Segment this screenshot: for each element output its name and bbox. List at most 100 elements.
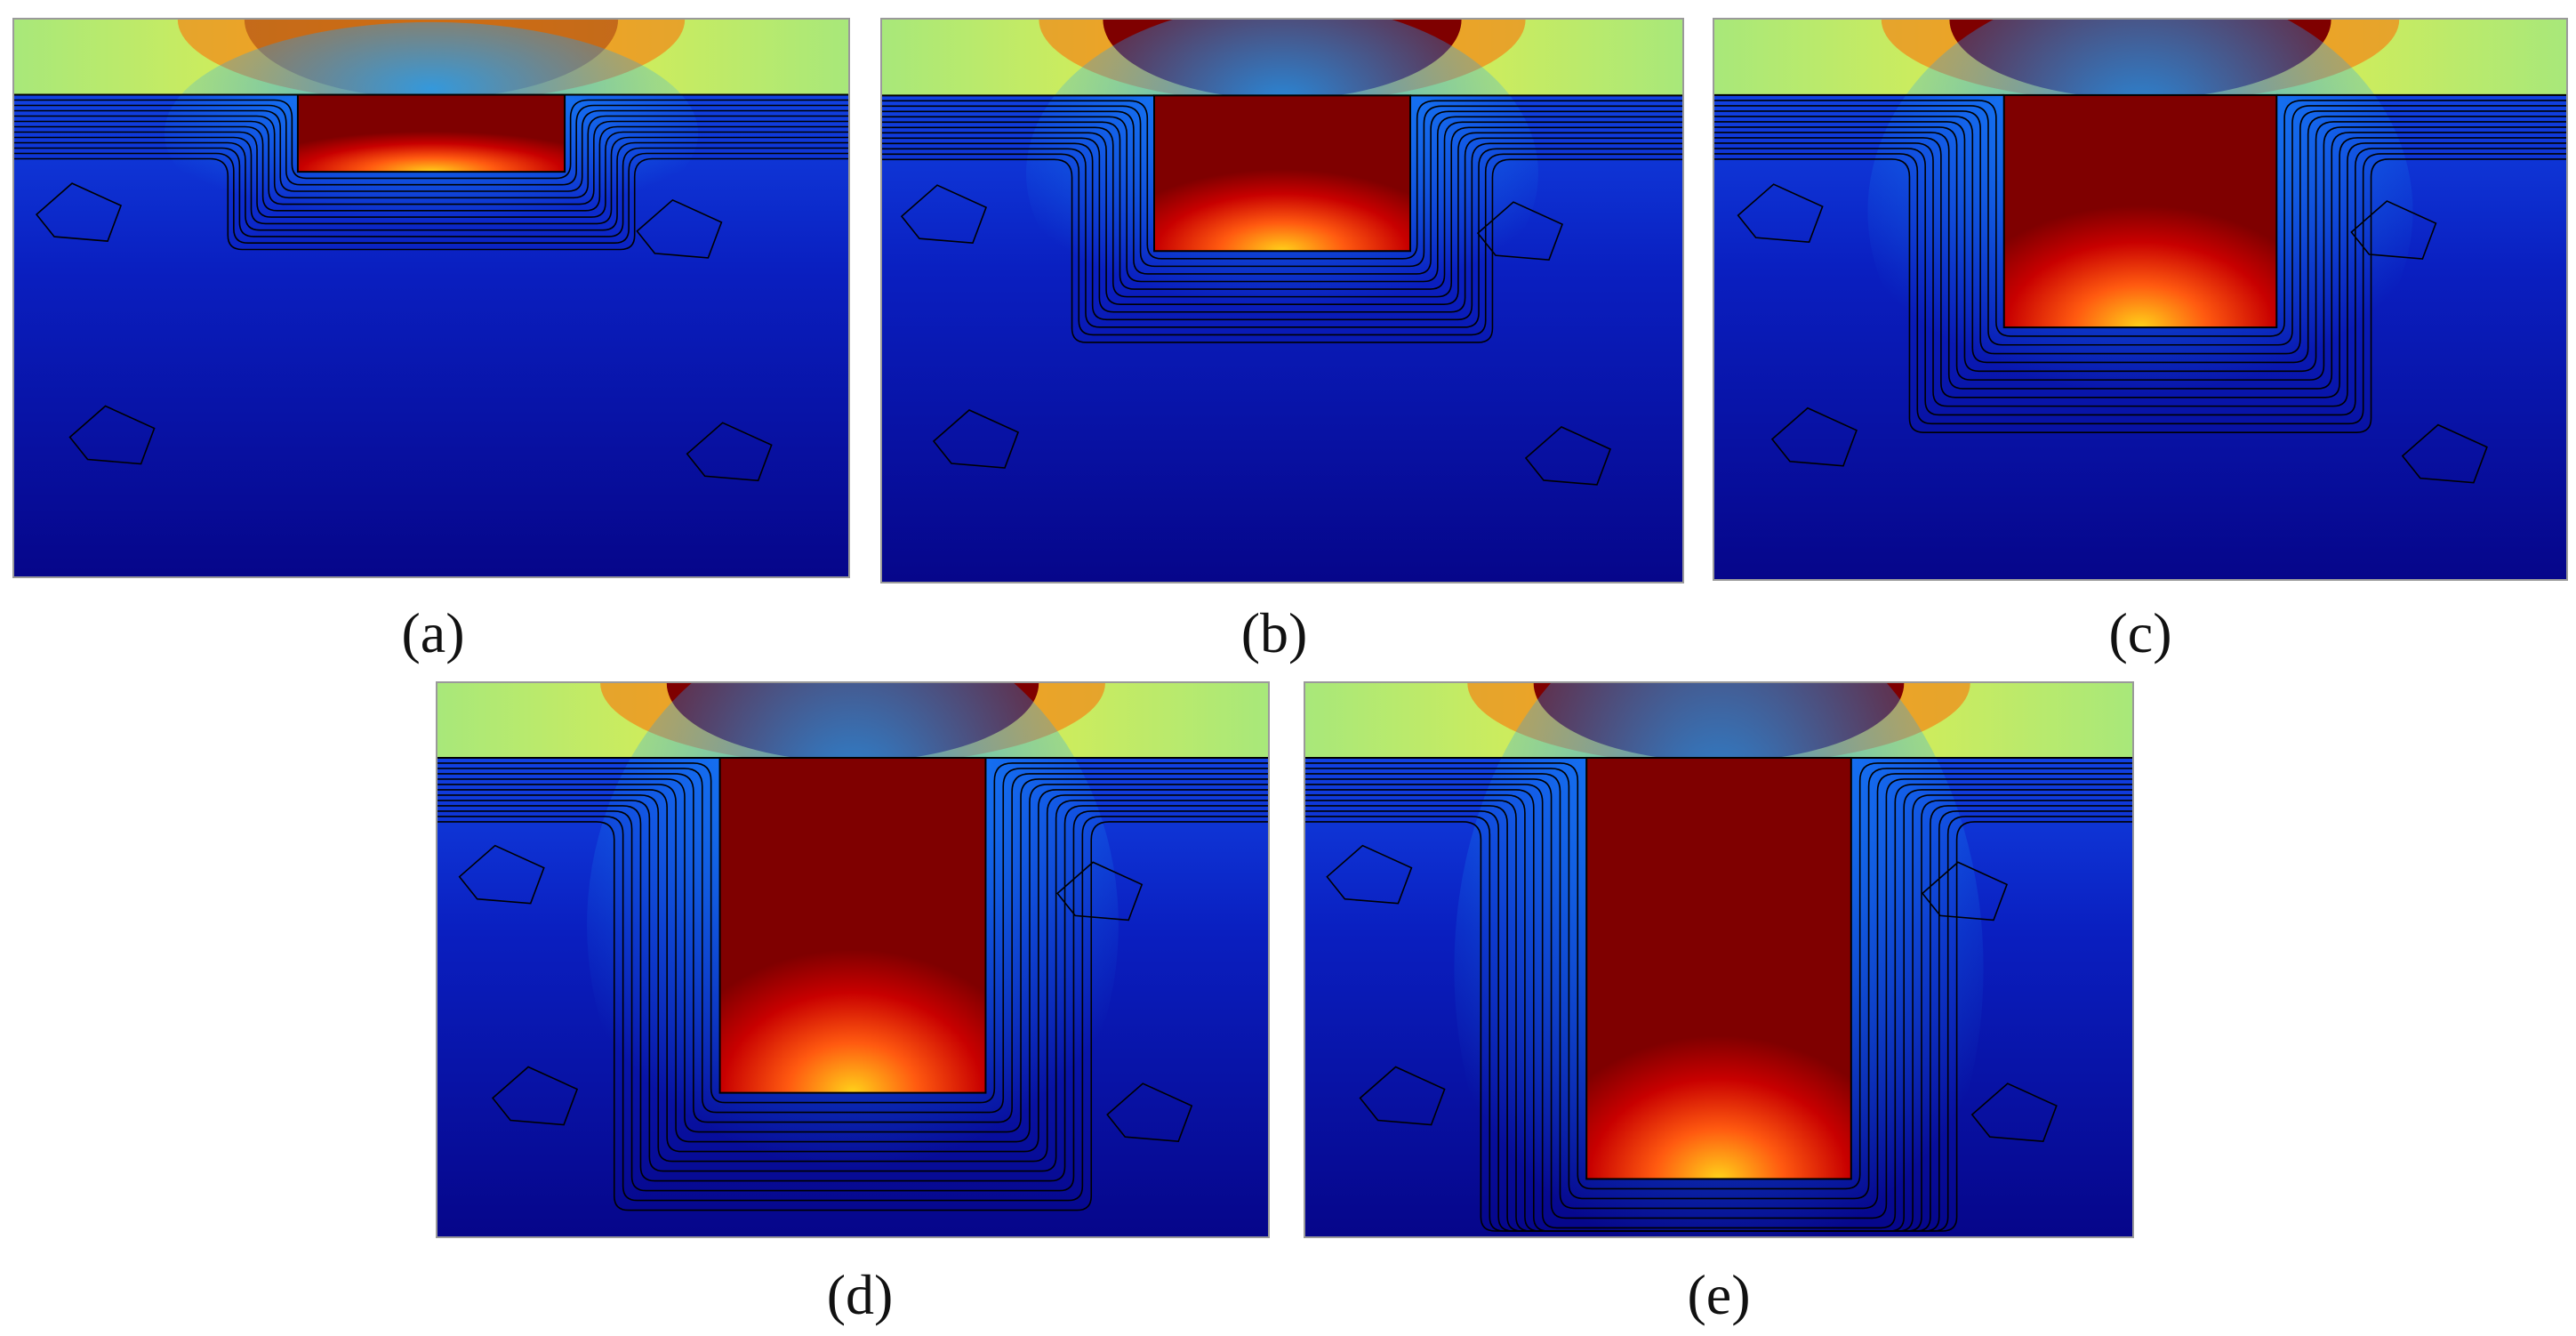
contour-loop — [1524, 426, 1612, 486]
contour-line — [882, 105, 1682, 268]
contour-line — [437, 800, 1268, 1172]
contour-loop — [1921, 861, 2009, 922]
contour-line — [882, 116, 1682, 283]
contour-line — [1714, 100, 2566, 337]
contour-line — [1714, 142, 2566, 407]
contour-line — [882, 153, 1682, 336]
contour-line — [14, 104, 848, 186]
contour-line — [1305, 762, 2132, 1190]
groove-hotspot — [719, 888, 986, 1093]
caption-d: (d) — [826, 1263, 894, 1326]
contour-line — [882, 121, 1682, 290]
groove-outline — [718, 756, 987, 1094]
contour-line — [437, 810, 1268, 1192]
groove-outline — [1585, 756, 1852, 1180]
groove-hotspot — [2003, 153, 2277, 328]
contour-loop — [1326, 844, 1413, 905]
contour-line — [14, 109, 848, 192]
contour-line — [1714, 132, 2566, 390]
contour-line — [882, 158, 1682, 343]
contour-line — [437, 778, 1268, 1133]
simulation-panel-a — [12, 18, 850, 578]
contour-line — [1714, 137, 2566, 398]
contour-loop — [458, 844, 545, 905]
contour-line — [14, 99, 848, 180]
contour-line — [14, 141, 848, 231]
contour-line — [1714, 158, 2566, 433]
contour-line — [437, 805, 1268, 1182]
contour-lines — [1305, 762, 2132, 1232]
contour-loop — [1056, 861, 1144, 922]
groove-hotspot — [1154, 134, 1410, 252]
simulation-panel-e — [1304, 681, 2134, 1238]
contour-loop — [686, 422, 773, 482]
contour-line — [1305, 768, 2132, 1200]
contour-line — [1714, 126, 2566, 381]
contour-loop — [68, 405, 156, 465]
contour-loop — [35, 182, 123, 242]
contour-line — [14, 131, 848, 218]
contour-line — [882, 126, 1682, 298]
contour-line — [14, 125, 848, 212]
contour-line — [882, 132, 1682, 305]
contour-line — [437, 762, 1268, 1104]
contour-line — [437, 768, 1268, 1114]
contour-loop — [2350, 200, 2437, 260]
contour-line — [437, 816, 1268, 1202]
contour-lines — [14, 99, 848, 482]
contour-line — [1714, 110, 2566, 355]
contour-line — [882, 137, 1682, 313]
contour-line — [14, 152, 848, 245]
contour-loop — [1106, 1082, 1193, 1143]
groove-outline — [2002, 93, 2278, 329]
contour-line — [1714, 121, 2566, 373]
contour-line — [882, 100, 1682, 260]
contour-line — [1305, 778, 2132, 1219]
contour-line — [1305, 773, 2132, 1210]
contour-loop — [491, 1066, 579, 1126]
caption-c: (c) — [2108, 601, 2172, 664]
contour-line — [437, 821, 1268, 1211]
contour-line — [1714, 116, 2566, 364]
contour-line — [14, 157, 848, 251]
contour-line — [882, 142, 1682, 321]
simulation-panel-d — [436, 681, 1270, 1238]
contour-loop — [2401, 423, 2488, 484]
contour-line — [14, 147, 848, 237]
contour-loop — [1476, 201, 1564, 262]
contour-loop — [1770, 406, 1858, 467]
contour-line — [1305, 821, 2132, 1232]
caption-b: (b) — [1240, 601, 1308, 664]
contour-line — [437, 789, 1268, 1153]
contour-loop — [1970, 1082, 2058, 1143]
simulation-panel-c — [1713, 18, 2568, 581]
groove-hotspot — [1586, 974, 1851, 1179]
contour-lines — [437, 762, 1268, 1211]
contour-line — [14, 115, 848, 199]
contour-loop — [1359, 1066, 1446, 1126]
contour-line — [14, 136, 848, 225]
groove-outline — [1153, 94, 1411, 253]
contour-loop — [1737, 183, 1824, 243]
contour-loop — [636, 198, 723, 259]
simulation-panel-b — [880, 18, 1684, 583]
contour-line — [882, 110, 1682, 275]
contour-line — [1714, 148, 2566, 416]
groove-outline — [296, 93, 566, 173]
contour-loop — [932, 409, 1020, 469]
groove-hotspot — [297, 114, 566, 173]
contour-lines — [882, 100, 1682, 486]
caption-e: (e) — [1687, 1263, 1751, 1326]
contour-line — [14, 120, 848, 205]
contour-line — [437, 784, 1268, 1143]
contour-line — [1714, 105, 2566, 346]
contour-loop — [900, 184, 988, 245]
contour-lines — [1714, 100, 2566, 484]
contour-line — [1714, 153, 2566, 425]
contour-line — [437, 794, 1268, 1163]
contour-line — [437, 773, 1268, 1123]
caption-a: (a) — [401, 601, 465, 664]
contour-line — [1305, 784, 2132, 1229]
contour-line — [882, 148, 1682, 328]
